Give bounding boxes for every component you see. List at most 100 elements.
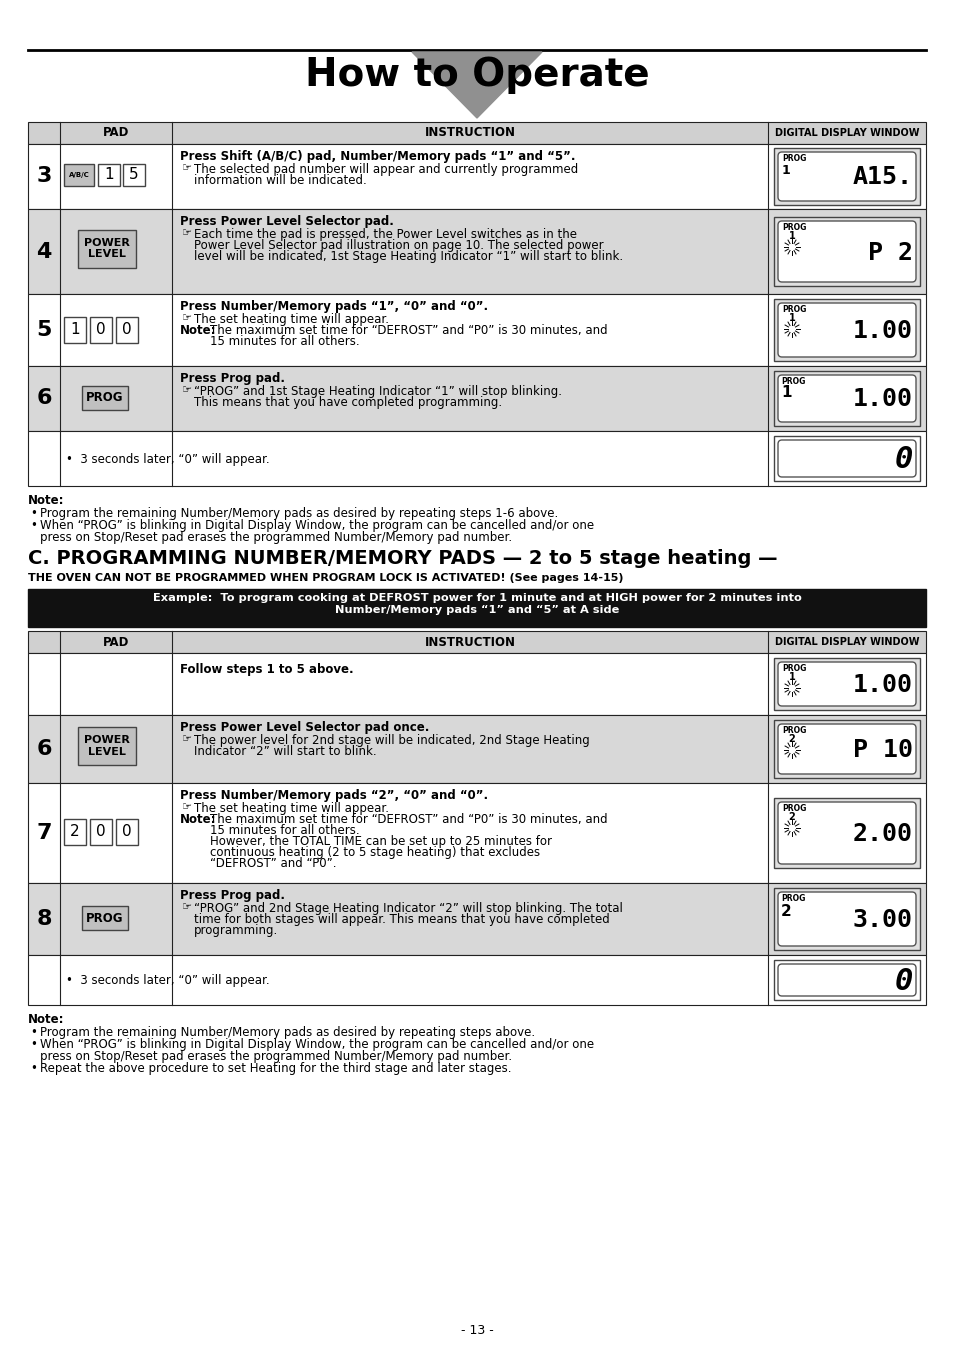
Text: 1: 1 <box>71 322 80 337</box>
Text: A/B/C: A/B/C <box>69 171 90 178</box>
Bar <box>64 820 86 845</box>
Text: 6: 6 <box>36 388 51 408</box>
Text: 2: 2 <box>788 811 795 822</box>
Text: Number/Memory pads “1” and “5” at A side: Number/Memory pads “1” and “5” at A side <box>335 605 618 615</box>
Text: Power Level Selector pad illustration on page 10. The selected power: Power Level Selector pad illustration on… <box>193 239 603 252</box>
Text: press on Stop/Reset pad erases the programmed Number/Memory pad number.: press on Stop/Reset pad erases the progr… <box>40 1050 512 1064</box>
Bar <box>78 229 136 267</box>
Text: 2: 2 <box>788 735 795 744</box>
Text: PROG: PROG <box>781 894 804 903</box>
FancyBboxPatch shape <box>778 439 915 477</box>
Text: C. PROGRAMMING NUMBER/MEMORY PADS — 2 to 5 stage heating —: C. PROGRAMMING NUMBER/MEMORY PADS — 2 to… <box>28 549 777 568</box>
Text: information will be indicated.: information will be indicated. <box>193 174 366 187</box>
Text: •: • <box>30 1062 37 1074</box>
FancyBboxPatch shape <box>778 724 915 774</box>
Text: Note:: Note: <box>28 493 65 507</box>
Text: Indicator “2” will start to blink.: Indicator “2” will start to blink. <box>193 745 376 758</box>
Text: ☞: ☞ <box>182 313 192 324</box>
Text: 15 minutes for all others.: 15 minutes for all others. <box>210 824 359 837</box>
Text: PAD: PAD <box>103 635 129 648</box>
Text: This means that you have completed programming.: This means that you have completed progr… <box>193 396 501 408</box>
Text: PROG: PROG <box>781 222 805 232</box>
Text: Press Power Level Selector pad.: Press Power Level Selector pad. <box>180 214 394 228</box>
Text: When “PROG” is blinking in Digital Display Window, the program can be cancelled : When “PROG” is blinking in Digital Displ… <box>40 1038 594 1051</box>
Text: 1: 1 <box>788 673 795 682</box>
Bar <box>28 294 925 367</box>
Text: 1: 1 <box>781 164 790 177</box>
Text: 2: 2 <box>781 905 791 919</box>
Text: Each time the pad is pressed, the Power Level switches as in the: Each time the pad is pressed, the Power … <box>193 228 577 241</box>
Text: PROG: PROG <box>781 154 805 163</box>
Text: ☞: ☞ <box>182 163 192 173</box>
Text: INSTRUCTION: INSTRUCTION <box>424 635 515 648</box>
Bar <box>90 317 112 342</box>
Bar <box>773 888 919 950</box>
Text: 6: 6 <box>36 739 51 759</box>
Text: 0: 0 <box>122 825 132 840</box>
Bar <box>773 658 919 710</box>
Bar <box>28 783 925 883</box>
Bar <box>64 317 86 342</box>
Text: 1: 1 <box>788 313 795 324</box>
FancyBboxPatch shape <box>778 303 915 357</box>
Bar <box>78 727 136 766</box>
Text: Press Power Level Selector pad once.: Press Power Level Selector pad once. <box>180 721 429 735</box>
Text: ☞: ☞ <box>182 735 192 744</box>
Text: The set heating time will appear.: The set heating time will appear. <box>193 313 389 326</box>
Text: 2.00: 2.00 <box>852 822 912 847</box>
Bar <box>116 820 138 845</box>
Bar <box>28 589 925 627</box>
Text: level will be indicated, 1st Stage Heating Indicator “1” will start to blink.: level will be indicated, 1st Stage Heati… <box>193 249 622 263</box>
Text: time for both stages will appear. This means that you have completed: time for both stages will appear. This m… <box>193 913 609 926</box>
Text: programming.: programming. <box>193 923 278 937</box>
FancyBboxPatch shape <box>778 802 915 864</box>
Bar <box>116 317 138 342</box>
Bar <box>28 631 925 652</box>
Bar <box>64 163 94 186</box>
Text: •: • <box>30 1026 37 1039</box>
Text: PROG: PROG <box>86 391 124 404</box>
Bar <box>28 209 925 294</box>
Text: DIGITAL DISPLAY WINDOW: DIGITAL DISPLAY WINDOW <box>774 128 919 137</box>
Text: Press Prog pad.: Press Prog pad. <box>180 888 285 902</box>
Text: PROG: PROG <box>781 377 804 386</box>
Text: Press Number/Memory pads “2”, “0” and “0”.: Press Number/Memory pads “2”, “0” and “0… <box>180 789 488 802</box>
Bar <box>98 163 120 186</box>
Text: Note:: Note: <box>180 324 216 337</box>
Polygon shape <box>412 53 541 119</box>
Text: 1: 1 <box>781 386 791 400</box>
Bar <box>773 435 919 481</box>
Text: P 10: P 10 <box>852 737 912 762</box>
Bar <box>90 820 112 845</box>
Text: •  3 seconds later, “0” will appear.: • 3 seconds later, “0” will appear. <box>66 453 270 465</box>
Bar <box>82 386 128 410</box>
Text: Example:  To program cooking at DEFROST power for 1 minute and at HIGH power for: Example: To program cooking at DEFROST p… <box>152 593 801 603</box>
Text: POWER
LEVEL: POWER LEVEL <box>84 237 130 259</box>
Text: PROG: PROG <box>86 911 124 925</box>
Text: INSTRUCTION: INSTRUCTION <box>424 127 515 139</box>
Text: The power level for 2nd stage will be indicated, 2nd Stage Heating: The power level for 2nd stage will be in… <box>193 735 589 747</box>
Text: 0: 0 <box>894 445 912 474</box>
Text: When “PROG” is blinking in Digital Display Window, the program can be cancelled : When “PROG” is blinking in Digital Displ… <box>40 519 594 532</box>
Bar <box>28 123 925 144</box>
Text: “DEFROST” and “P0”.: “DEFROST” and “P0”. <box>210 857 336 869</box>
Text: •: • <box>30 507 37 520</box>
Text: P 2: P 2 <box>867 240 912 264</box>
Text: 4: 4 <box>36 241 51 262</box>
Text: Press Shift (A/B/C) pad, Number/Memory pads “1” and “5”.: Press Shift (A/B/C) pad, Number/Memory p… <box>180 150 575 163</box>
Bar <box>773 798 919 868</box>
Bar <box>123 163 145 186</box>
Text: DIGITAL DISPLAY WINDOW: DIGITAL DISPLAY WINDOW <box>774 638 919 647</box>
Text: •: • <box>30 1038 37 1051</box>
FancyBboxPatch shape <box>778 892 915 946</box>
Text: 8: 8 <box>36 909 51 929</box>
Text: press on Stop/Reset pad erases the programmed Number/Memory pad number.: press on Stop/Reset pad erases the progr… <box>40 531 512 545</box>
Text: A15.: A15. <box>852 166 912 190</box>
Text: 0: 0 <box>96 825 106 840</box>
Bar <box>28 431 925 487</box>
Text: The maximum set time for “DEFROST” and “P0” is 30 minutes, and: The maximum set time for “DEFROST” and “… <box>210 813 607 826</box>
Text: PROG: PROG <box>781 305 805 314</box>
Bar <box>28 714 925 783</box>
Text: How to Operate: How to Operate <box>304 57 649 94</box>
Text: 1.00: 1.00 <box>852 387 912 411</box>
